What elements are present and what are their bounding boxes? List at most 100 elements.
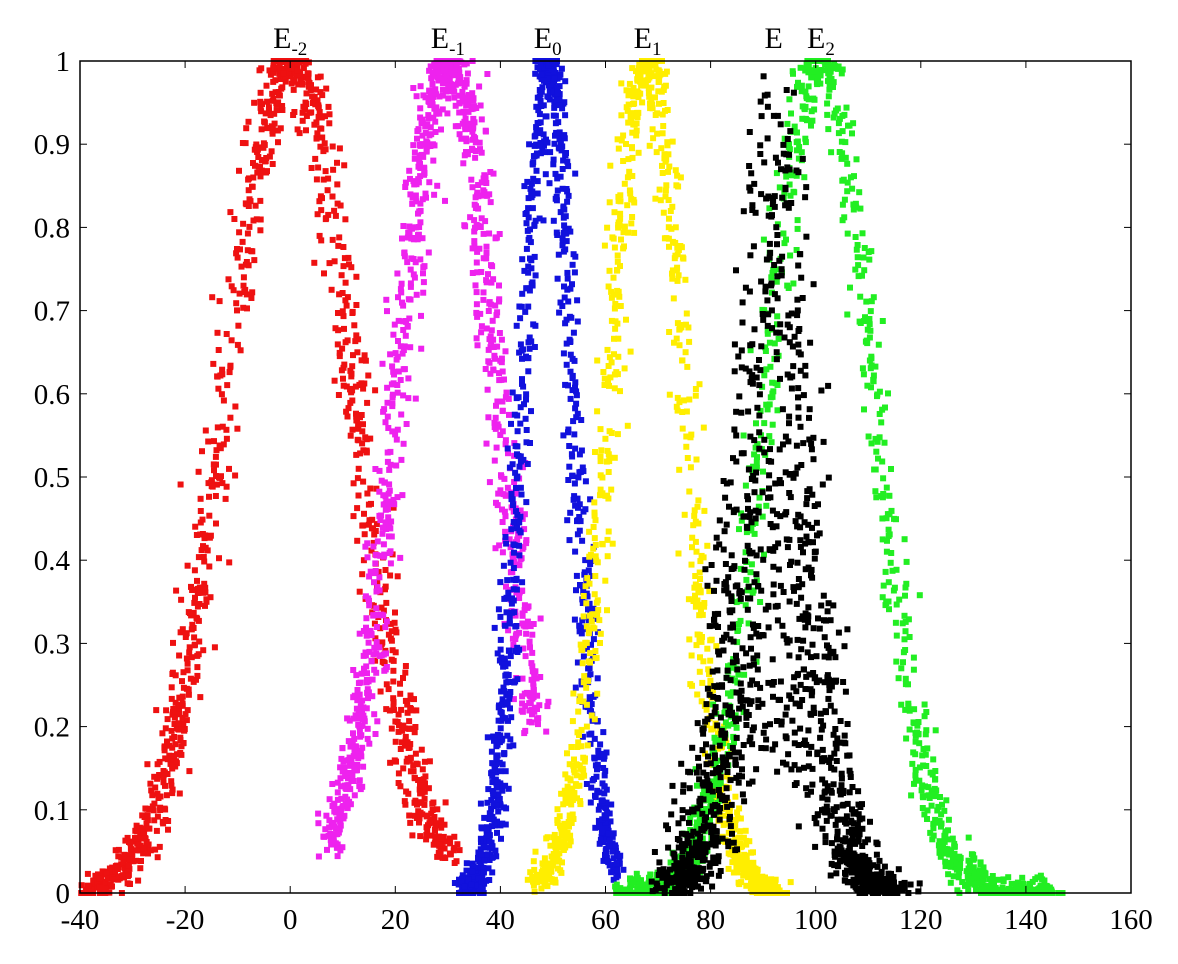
data-point xyxy=(262,110,269,117)
data-point xyxy=(920,762,927,769)
data-point xyxy=(588,784,595,791)
data-point xyxy=(257,227,264,234)
data-point xyxy=(417,782,423,789)
data-point xyxy=(885,579,892,586)
data-point xyxy=(334,181,341,188)
data-point xyxy=(206,563,213,570)
data-point xyxy=(341,162,348,169)
data-point xyxy=(336,145,343,152)
data-point xyxy=(499,659,505,666)
data-point xyxy=(419,132,426,139)
data-point xyxy=(563,835,570,842)
data-point xyxy=(354,349,361,356)
data-point xyxy=(177,629,184,636)
data-point xyxy=(561,283,567,290)
data-point xyxy=(194,652,201,659)
data-point xyxy=(401,250,408,257)
data-point xyxy=(655,79,662,85)
data-point xyxy=(426,67,433,74)
data-point xyxy=(802,139,809,146)
data-point xyxy=(142,835,148,842)
data-point xyxy=(516,542,523,549)
data-point xyxy=(790,70,796,77)
data-point xyxy=(103,870,110,877)
data-point xyxy=(652,94,658,101)
data-point xyxy=(709,778,716,785)
data-point xyxy=(526,141,533,148)
data-point xyxy=(171,734,178,740)
data-point xyxy=(137,833,144,840)
data-point xyxy=(440,67,447,74)
data-point xyxy=(451,860,458,866)
data-point xyxy=(485,786,492,793)
data-point xyxy=(786,141,792,148)
data-point xyxy=(85,882,92,889)
data-point xyxy=(472,148,479,154)
data-point xyxy=(373,639,380,646)
data-point xyxy=(404,323,411,330)
data-point xyxy=(585,677,592,684)
data-point xyxy=(331,258,338,265)
data-point xyxy=(750,859,757,866)
data-point xyxy=(547,77,554,84)
data-point xyxy=(580,653,587,660)
data-point xyxy=(411,149,418,156)
data-point xyxy=(423,831,430,838)
data-point xyxy=(556,83,563,90)
data-point xyxy=(871,466,878,473)
data-point xyxy=(949,835,956,842)
data-point xyxy=(318,207,325,214)
data-point xyxy=(609,848,616,855)
data-point xyxy=(599,541,606,548)
data-point xyxy=(216,298,223,305)
data-point xyxy=(604,823,611,829)
data-point xyxy=(524,461,531,467)
data-point xyxy=(325,211,332,218)
data-point xyxy=(942,858,949,865)
data-point xyxy=(307,87,314,93)
data-point xyxy=(613,884,619,891)
data-point xyxy=(520,645,527,652)
data-point xyxy=(318,237,325,244)
data-point xyxy=(234,425,241,432)
data-point xyxy=(916,592,923,599)
data-point xyxy=(393,629,400,636)
data-point xyxy=(911,706,918,713)
data-point xyxy=(794,83,800,90)
data-point xyxy=(451,70,457,77)
data-point xyxy=(566,795,573,802)
data-point xyxy=(977,861,984,868)
data-point xyxy=(585,626,592,633)
data-point xyxy=(386,523,393,530)
data-point xyxy=(472,282,479,289)
data-point xyxy=(411,274,418,281)
data-point xyxy=(316,109,323,115)
data-point xyxy=(613,860,620,867)
data-point xyxy=(384,399,391,406)
data-point xyxy=(391,501,398,508)
data-point xyxy=(560,350,567,357)
data-point xyxy=(507,705,513,712)
data-point xyxy=(686,488,693,495)
data-point xyxy=(608,359,615,366)
data-point xyxy=(852,234,859,240)
data-point xyxy=(388,518,395,525)
data-point xyxy=(774,321,780,328)
data-point xyxy=(627,876,634,883)
data-point xyxy=(760,236,767,243)
data-point xyxy=(604,809,611,816)
data-point xyxy=(473,335,480,342)
data-point xyxy=(766,401,773,408)
data-point xyxy=(135,841,142,848)
data-point xyxy=(205,438,212,445)
data-point xyxy=(902,618,909,625)
data-point xyxy=(559,859,565,866)
data-point xyxy=(171,721,178,727)
data-point xyxy=(686,636,693,643)
data-point xyxy=(350,667,357,673)
data-point xyxy=(571,480,578,487)
data-point xyxy=(502,513,509,520)
data-point xyxy=(226,369,233,376)
data-point xyxy=(576,622,583,629)
data-point xyxy=(200,554,207,560)
